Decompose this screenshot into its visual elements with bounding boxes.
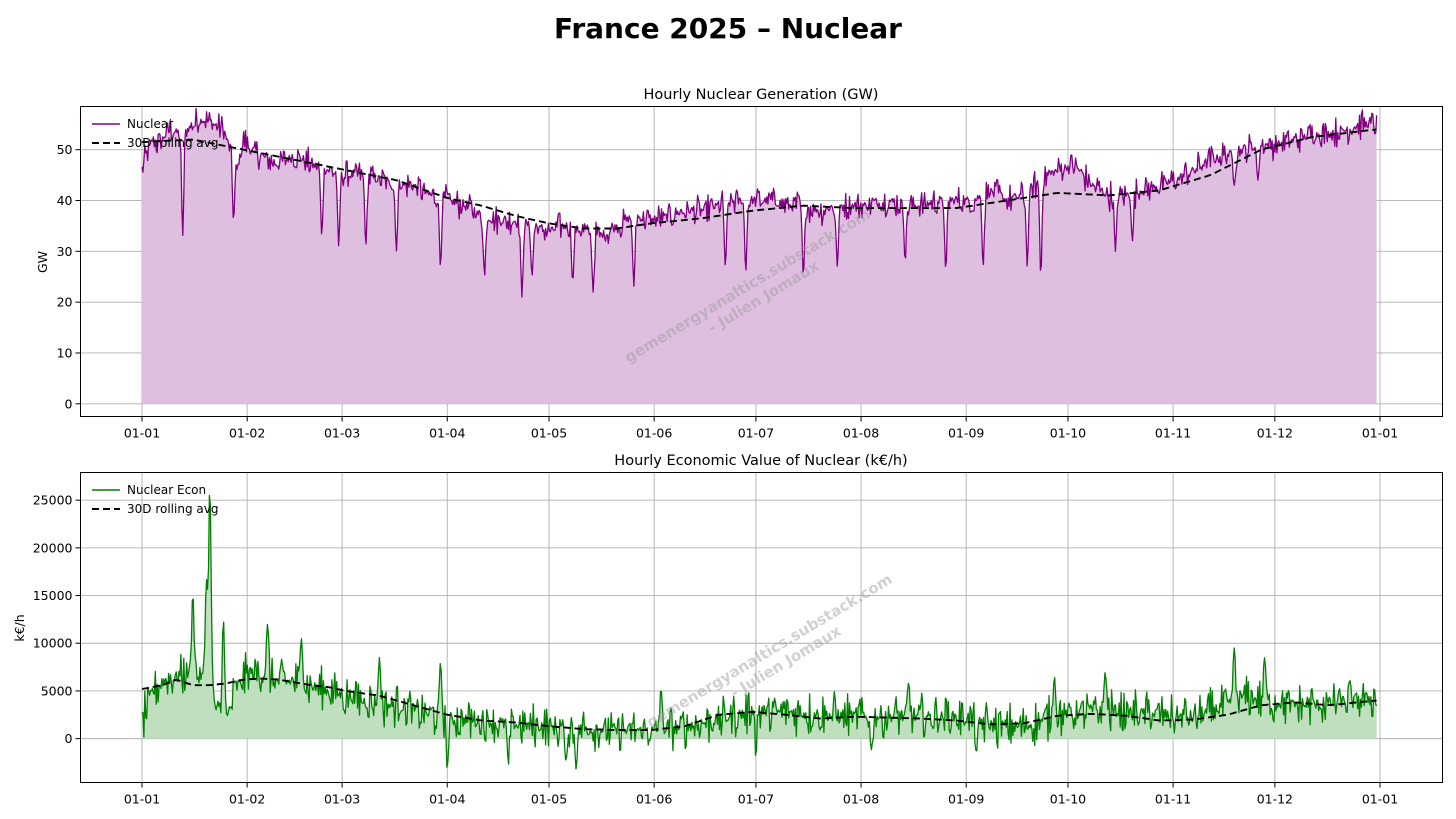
x-tick-label: 01-09 xyxy=(948,792,984,807)
economic-value-chart: Hourly Economic Value of Nuclear (k€/h) … xyxy=(12,453,1443,807)
economic-rolling-avg-line xyxy=(141,677,1377,731)
legend-econ-avg-label: 30D rolling avg xyxy=(127,502,218,516)
y-tick-label: 50 xyxy=(57,142,73,157)
y-tick-label: 20000 xyxy=(33,540,73,555)
x-tick-label: 01-06 xyxy=(636,426,672,441)
y-tick-label: 10000 xyxy=(33,636,73,651)
x-tick-label: 01-07 xyxy=(738,792,774,807)
x-tick-label: 01-03 xyxy=(324,792,360,807)
economic-legend: Nuclear Econ 30D rolling avg xyxy=(92,483,218,516)
generation-y-label: GW xyxy=(35,251,50,273)
economic-area-fill xyxy=(142,495,1377,739)
economic-axes-frame xyxy=(80,472,1443,783)
y-tick-label: 5000 xyxy=(41,683,73,698)
generation-chart: Hourly Nuclear Generation (GW) 01-01 01-0… xyxy=(35,87,1443,441)
y-tick-label: 25000 xyxy=(33,493,73,508)
x-tick-label: 01-03 xyxy=(324,426,360,441)
legend-econ-label: Nuclear Econ xyxy=(127,483,206,497)
x-tick-label: 01-10 xyxy=(1050,426,1086,441)
x-tick-label: 01-05 xyxy=(531,792,567,807)
x-tick-label: 01-11 xyxy=(1155,792,1191,807)
x-tick-label: 01-01 xyxy=(1362,426,1398,441)
legend-nuclear-label: Nuclear xyxy=(127,117,173,131)
x-tick-label: 01-01 xyxy=(1362,792,1398,807)
y-tick-label: 15000 xyxy=(33,588,73,603)
x-tick-label: 01-08 xyxy=(843,792,879,807)
generation-rolling-avg-line xyxy=(141,128,1377,230)
y-tick-label: 40 xyxy=(57,193,73,208)
y-tick-label: 30 xyxy=(57,244,73,259)
x-tick-label: 01-05 xyxy=(531,426,567,441)
y-tick-label: 20 xyxy=(57,295,73,310)
x-tick-label: 01-09 xyxy=(948,426,984,441)
nuclear-generation-line xyxy=(141,108,1378,298)
x-tick-label: 01-04 xyxy=(429,792,465,807)
x-tick-label: 01-02 xyxy=(229,792,265,807)
economic-chart-title: Hourly Economic Value of Nuclear (k€/h) xyxy=(614,453,907,469)
nuclear-econ-line xyxy=(141,494,1378,770)
generation-chart-title: Hourly Nuclear Generation (GW) xyxy=(644,87,879,103)
x-tick-label: 01-01 xyxy=(124,792,160,807)
x-tick-label: 01-08 xyxy=(843,426,879,441)
y-tick-label: 0 xyxy=(65,731,73,746)
x-tick-label: 01-07 xyxy=(738,426,774,441)
generation-legend: Nuclear 30D rolling avg xyxy=(92,117,218,150)
x-tick-label: 01-01 xyxy=(124,426,160,441)
x-tick-label: 01-10 xyxy=(1050,792,1086,807)
legend-avg-label: 30D rolling avg xyxy=(127,136,218,150)
generation-axes-frame xyxy=(80,106,1443,417)
figure-title: France 2025 – Nuclear xyxy=(554,12,902,45)
x-tick-label: 01-06 xyxy=(636,792,672,807)
economic-ticks: 01-01 01-02 01-03 01-04 01-05 01-06 01-07 01-08… xyxy=(33,493,1398,807)
y-tick-label: 0 xyxy=(65,396,73,411)
economic-y-label: k€/h xyxy=(12,614,27,641)
x-tick-label: 01-12 xyxy=(1257,426,1293,441)
x-tick-label: 01-12 xyxy=(1257,792,1293,807)
generation-area-fill xyxy=(142,108,1377,404)
y-tick-label: 10 xyxy=(57,345,73,360)
generation-ticks: 01-01 01-02 01-03 01-04 01-05 01-06 01-07 01-08… xyxy=(57,142,1399,440)
x-tick-label: 01-02 xyxy=(229,426,265,441)
x-tick-label: 01-11 xyxy=(1155,426,1191,441)
x-tick-label: 01-04 xyxy=(429,426,465,441)
